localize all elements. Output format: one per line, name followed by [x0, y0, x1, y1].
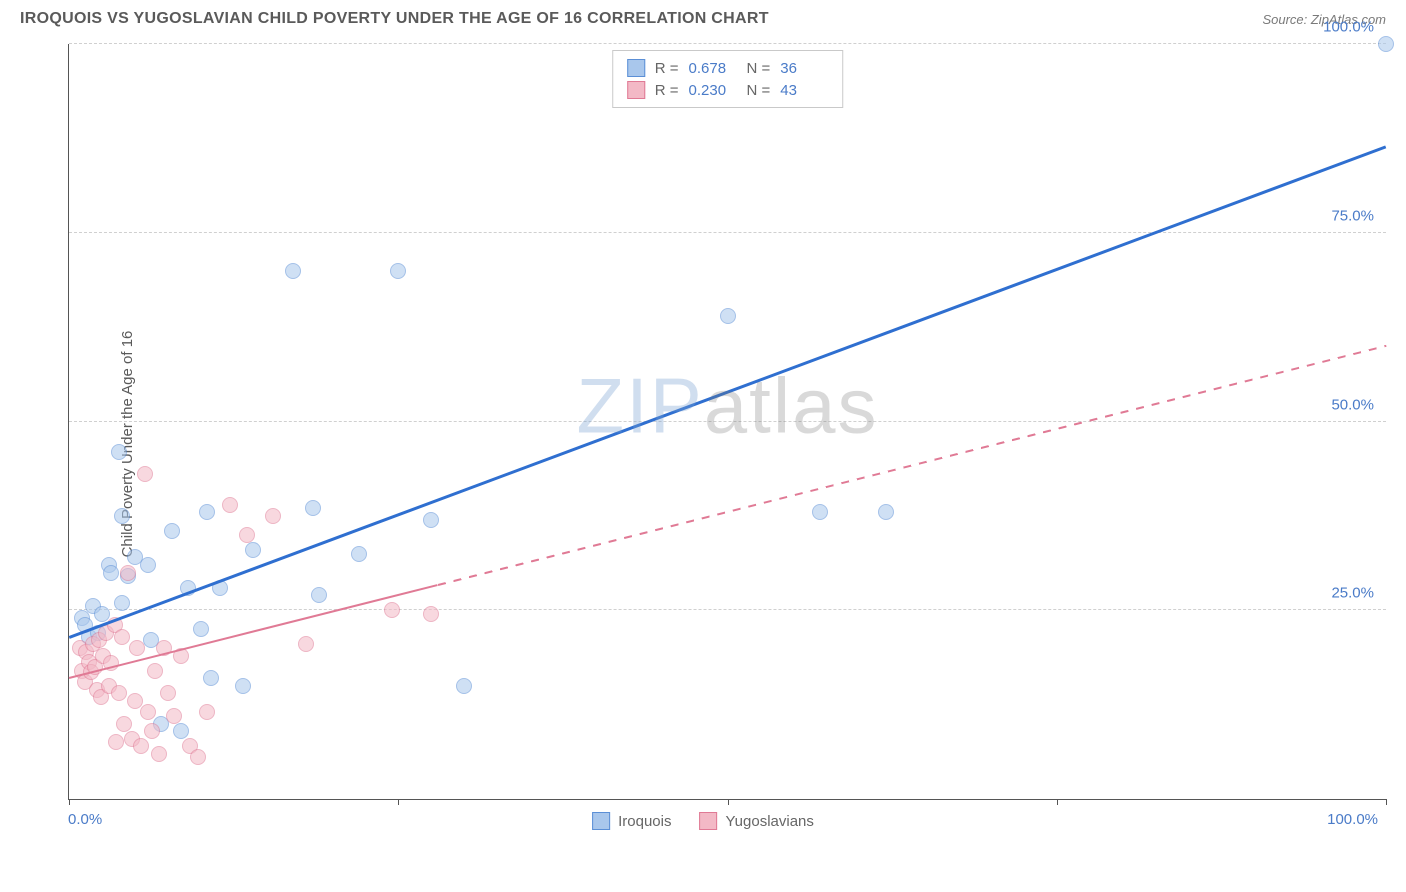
n-label: N =: [747, 60, 771, 77]
data-point: [151, 746, 167, 762]
legend-swatch: [627, 81, 645, 99]
correlation-legend: R = 0.678 N = 36 R = 0.230 N = 43: [612, 50, 844, 108]
data-point: [140, 704, 156, 720]
data-point: [111, 685, 127, 701]
data-point: [239, 527, 255, 543]
x-tick: [69, 799, 70, 805]
legend-swatch: [699, 812, 717, 830]
data-point: [245, 542, 261, 558]
trend-line: [438, 346, 1386, 585]
legend-label: Iroquois: [618, 813, 671, 830]
data-point: [140, 557, 156, 573]
data-point: [456, 678, 472, 694]
data-point: [305, 500, 321, 516]
data-point: [137, 466, 153, 482]
data-point: [384, 602, 400, 618]
data-point: [164, 523, 180, 539]
n-label: N =: [747, 82, 771, 99]
x-axis-max-label: 100.0%: [1327, 811, 1378, 828]
legend-label: Yugoslavians: [725, 813, 813, 830]
legend-row: R = 0.230 N = 43: [627, 79, 829, 101]
x-tick: [728, 799, 729, 805]
data-point: [127, 693, 143, 709]
gridline-h: [69, 609, 1386, 610]
data-point: [423, 606, 439, 622]
legend-item: Iroquois: [592, 812, 671, 830]
r-value: 0.230: [689, 82, 737, 99]
x-tick: [398, 799, 399, 805]
gridline-h: [69, 43, 1386, 44]
data-point: [116, 716, 132, 732]
data-point: [203, 670, 219, 686]
r-label: R =: [655, 60, 679, 77]
chart-title: IROQUOIS VS YUGOSLAVIAN CHILD POVERTY UN…: [20, 10, 769, 28]
watermark-atlas: atlas: [704, 362, 879, 450]
legend-row: R = 0.678 N = 36: [627, 57, 829, 79]
x-tick: [1386, 799, 1387, 805]
chart-header: IROQUOIS VS YUGOSLAVIAN CHILD POVERTY UN…: [0, 0, 1406, 34]
data-point: [311, 587, 327, 603]
data-point: [108, 734, 124, 750]
data-point: [193, 621, 209, 637]
data-point: [285, 263, 301, 279]
data-point: [190, 749, 206, 765]
chart-container: Child Poverty Under the Age of 16 ZIPatl…: [20, 34, 1386, 854]
watermark: ZIPatlas: [576, 361, 878, 452]
legend-swatch: [592, 812, 610, 830]
data-point: [94, 606, 110, 622]
data-point: [199, 504, 215, 520]
x-tick: [1057, 799, 1058, 805]
data-point: [812, 504, 828, 520]
y-tick-label: 100.0%: [1323, 19, 1374, 36]
y-tick-label: 25.0%: [1331, 585, 1374, 602]
data-point: [129, 640, 145, 656]
data-point: [114, 629, 130, 645]
plot-area: ZIPatlas R = 0.678 N = 36 R = 0.230 N = 43 25.0…: [68, 44, 1386, 800]
data-point: [166, 708, 182, 724]
data-point: [878, 504, 894, 520]
data-point: [103, 565, 119, 581]
data-point: [298, 636, 314, 652]
trend-line: [69, 146, 1386, 637]
y-tick-label: 75.0%: [1331, 207, 1374, 224]
data-point: [351, 546, 367, 562]
x-axis-min-label: 0.0%: [68, 811, 102, 828]
n-value: 43: [780, 82, 828, 99]
data-point: [120, 565, 136, 581]
data-point: [173, 723, 189, 739]
data-point: [144, 723, 160, 739]
data-point: [147, 663, 163, 679]
data-point: [114, 508, 130, 524]
data-point: [114, 595, 130, 611]
data-point: [1378, 36, 1394, 52]
data-point: [133, 738, 149, 754]
data-point: [390, 263, 406, 279]
y-tick-label: 50.0%: [1331, 396, 1374, 413]
gridline-h: [69, 232, 1386, 233]
data-point: [111, 444, 127, 460]
legend-swatch: [627, 59, 645, 77]
data-point: [265, 508, 281, 524]
data-point: [720, 308, 736, 324]
r-label: R =: [655, 82, 679, 99]
data-point: [423, 512, 439, 528]
legend-item: Yugoslavians: [699, 812, 813, 830]
data-point: [235, 678, 251, 694]
gridline-h: [69, 421, 1386, 422]
data-point: [199, 704, 215, 720]
n-value: 36: [780, 60, 828, 77]
r-value: 0.678: [689, 60, 737, 77]
data-point: [160, 685, 176, 701]
data-point: [222, 497, 238, 513]
series-legend: Iroquois Yugoslavians: [592, 812, 814, 830]
